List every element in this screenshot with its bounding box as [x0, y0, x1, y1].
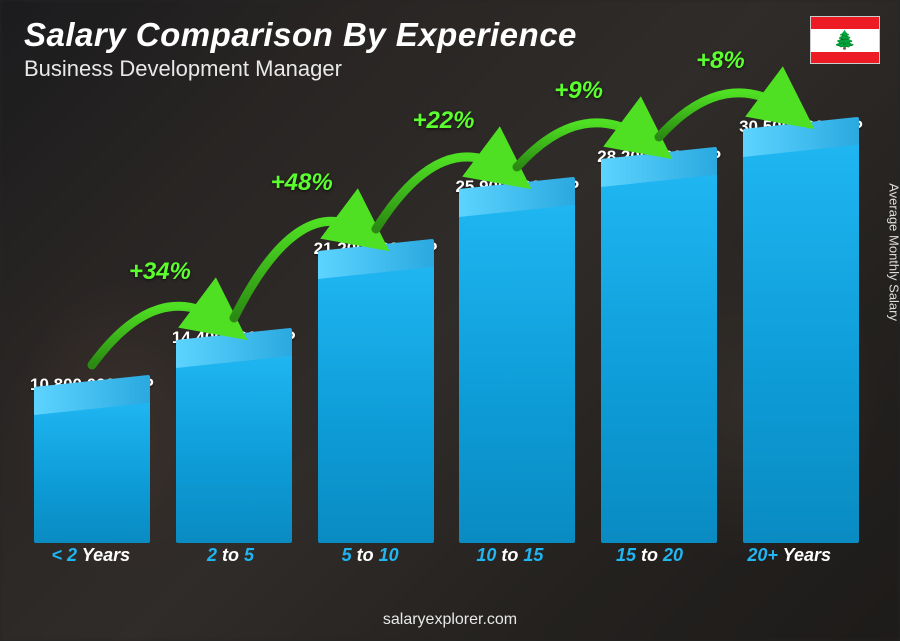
growth-label: +8% [696, 47, 745, 75]
x-label-4: 15 to 20 [589, 545, 711, 571]
growth-label: +9% [554, 77, 603, 105]
page-title: Salary Comparison By Experience [24, 16, 577, 54]
bar-shape [34, 401, 150, 543]
x-label-3: 10 to 15 [449, 545, 571, 571]
country-flag-lebanon: 🌲 [810, 16, 880, 64]
bar-5: 30,500,000 LBP [739, 117, 863, 543]
bar-chart: 10,800,000 LBP14,400,000 LBP21,200,000 L… [30, 90, 850, 571]
bar-1: 14,400,000 LBP [172, 328, 296, 543]
x-labels: < 2 Years 2 to 5 5 to 10 10 to 15 15 to 20 20… [30, 545, 850, 571]
growth-label: +34% [129, 258, 191, 286]
bar-4: 28,200,000 LBP [597, 147, 721, 543]
bar-shape [318, 265, 434, 543]
bar-2: 21,200,000 LBP [314, 239, 438, 543]
x-label-5: 20+ Years [728, 545, 850, 571]
x-label-1: 2 to 5 [170, 545, 292, 571]
footer-watermark: salaryexplorer.com [0, 611, 900, 629]
bar-0: 10,800,000 LBP [30, 375, 154, 543]
title-block: Salary Comparison By Experience Business… [24, 16, 577, 82]
bar-shape [601, 173, 717, 543]
growth-label: +48% [271, 169, 333, 197]
bar-shape [743, 143, 859, 543]
page-subtitle: Business Development Manager [24, 56, 577, 82]
y-axis-label: Average Monthly Salary [887, 183, 900, 321]
bar-shape [176, 354, 292, 543]
growth-label: +22% [412, 107, 474, 135]
bars-container: 10,800,000 LBP14,400,000 LBP21,200,000 L… [30, 90, 850, 543]
bar-shape [459, 203, 575, 543]
x-label-2: 5 to 10 [309, 545, 431, 571]
x-label-0: < 2 Years [30, 545, 152, 571]
cedar-icon: 🌲 [834, 31, 856, 49]
bar-3: 25,900,000 LBP [455, 177, 579, 543]
